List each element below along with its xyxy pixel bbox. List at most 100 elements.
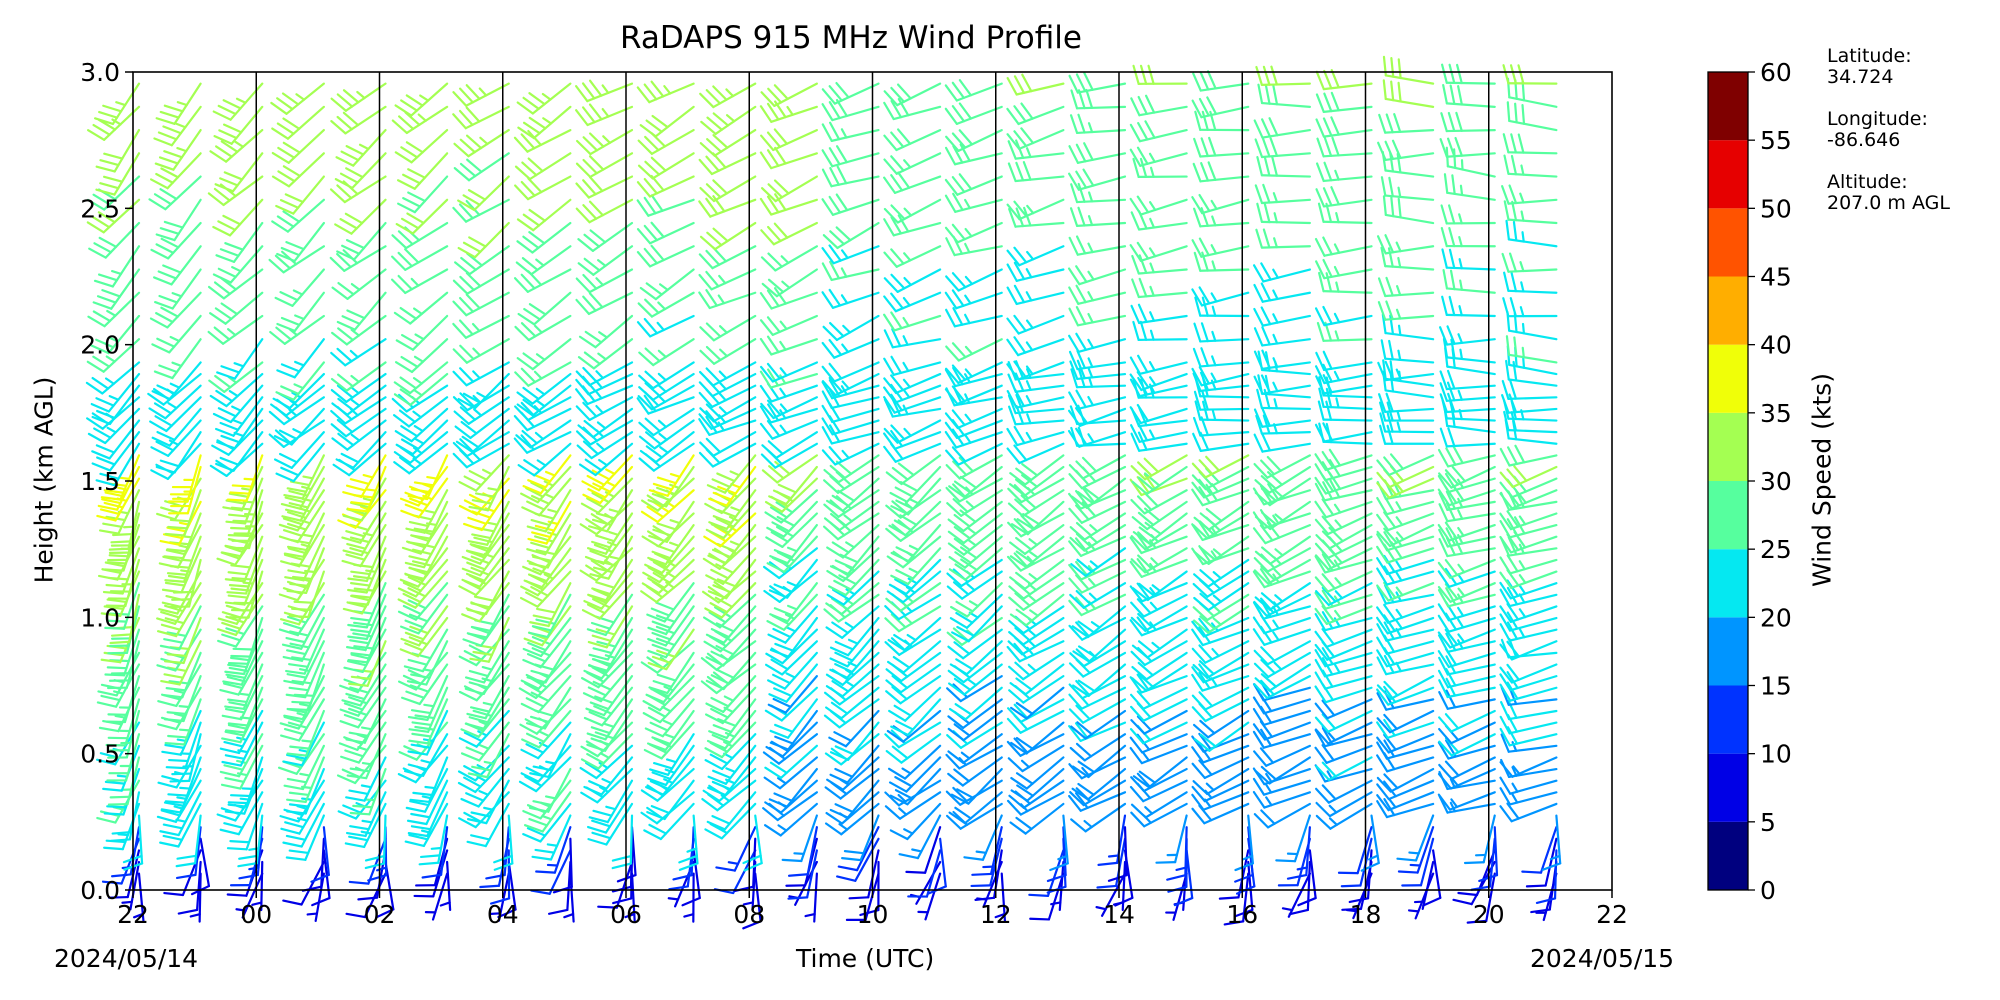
wind-barb	[1010, 756, 1065, 790]
wind-barb	[1132, 756, 1188, 789]
wind-barb	[648, 651, 695, 695]
wind-barb	[408, 698, 449, 745]
chart-title: RaDAPS 915 MHz Wind Profile	[620, 20, 1082, 56]
wind-barb	[1499, 663, 1558, 684]
wind-barb	[1441, 248, 1496, 271]
wind-barb	[1437, 567, 1496, 588]
wind-barb	[169, 558, 202, 609]
wind-barb	[1068, 454, 1127, 480]
wind-barb	[822, 512, 880, 541]
wind-barb	[1193, 390, 1250, 411]
wind-barb	[821, 260, 880, 282]
wind-barb	[698, 195, 757, 218]
wind-barb	[1067, 265, 1127, 286]
y-tick-label: 2.0	[80, 331, 120, 360]
wind-barb	[1006, 284, 1065, 306]
wind-barb	[698, 415, 757, 436]
wind-barb	[277, 733, 325, 775]
wind-barb	[640, 791, 695, 825]
wind-barb	[890, 524, 942, 563]
wind-barb	[639, 431, 695, 464]
wind-barb	[339, 686, 387, 729]
wind-barb	[1192, 347, 1250, 368]
wind-barb	[91, 384, 141, 426]
wind-barb	[1499, 787, 1558, 806]
wind-barb	[407, 454, 449, 501]
wind-barb	[1191, 756, 1250, 780]
wind-barb	[1380, 176, 1435, 201]
wind-barb	[418, 814, 449, 866]
wind-barb	[518, 663, 572, 700]
wind-barb	[1286, 826, 1311, 880]
wind-barb	[1130, 454, 1188, 481]
wind-barb	[227, 616, 264, 665]
wind-barb	[464, 651, 510, 695]
wind-barb	[224, 663, 264, 710]
colorbar-tick-label: 20	[1760, 603, 1792, 632]
wind-barb	[826, 756, 880, 791]
wind-barb	[883, 372, 942, 395]
wind-barb	[1252, 262, 1311, 283]
wind-barb	[765, 512, 818, 548]
wind-barb	[452, 338, 510, 364]
wind-barb	[1006, 127, 1065, 150]
wind-barb	[1506, 101, 1558, 132]
wind-barb	[1008, 570, 1065, 600]
wind-barb	[439, 860, 452, 912]
wind-barb	[452, 268, 510, 295]
wind-barb	[516, 198, 572, 232]
wind-barb	[520, 465, 572, 504]
wind-barb	[407, 791, 449, 838]
wind-barb	[1316, 136, 1373, 158]
wind-barb	[1009, 524, 1065, 555]
wind-barb	[1006, 102, 1065, 126]
wind-barb	[404, 524, 449, 569]
wind-barb	[1193, 207, 1250, 228]
wind-barb	[1315, 374, 1373, 395]
wind-barb	[1438, 325, 1496, 346]
wind-barb	[611, 814, 634, 870]
wind-barb	[1315, 68, 1373, 91]
wind-barb	[1008, 616, 1065, 646]
wind-barb	[575, 361, 634, 387]
wind-barb	[1505, 219, 1558, 248]
wind-barb	[1192, 570, 1250, 598]
wind-barb	[702, 767, 757, 803]
wind-barb	[1379, 412, 1435, 434]
wind-barb	[1007, 744, 1065, 773]
wind-barb	[516, 221, 572, 254]
wind-barb	[769, 582, 818, 623]
wind-barb	[1069, 113, 1127, 135]
wind-barb	[763, 756, 818, 790]
x-tick-label: 08	[733, 900, 765, 929]
wind-barb	[1050, 860, 1065, 911]
colorbar-label: Wind Speed (kts)	[1807, 373, 1837, 587]
wind-barb	[907, 849, 942, 898]
x-tick-label: 22	[1596, 900, 1628, 929]
wind-barb	[1315, 161, 1373, 183]
wind-barb	[421, 826, 449, 879]
wind-barb	[151, 361, 202, 401]
colorbar-segment	[1708, 344, 1748, 413]
wind-barb	[576, 128, 634, 156]
wind-barb	[1129, 354, 1188, 375]
wind-barb	[944, 384, 1003, 406]
wind-barb	[393, 372, 449, 407]
wind-barb	[273, 407, 325, 446]
wind-barb	[226, 454, 264, 502]
wind-barb	[160, 767, 202, 814]
wind-barb	[1132, 64, 1188, 85]
wind-barb	[526, 512, 572, 556]
wind-barb	[1006, 425, 1065, 447]
wind-barb	[768, 465, 818, 506]
wind-barb	[155, 431, 202, 474]
wind-barb	[527, 500, 572, 545]
wind-barb	[1131, 663, 1188, 692]
wind-barb	[401, 663, 449, 706]
wind-barb	[394, 82, 449, 117]
wind-barb	[151, 314, 202, 354]
wind-barb	[394, 407, 449, 443]
wind-barb	[462, 489, 510, 532]
longitude-value: -86.646	[1827, 129, 1901, 151]
wind-barb	[523, 791, 572, 833]
